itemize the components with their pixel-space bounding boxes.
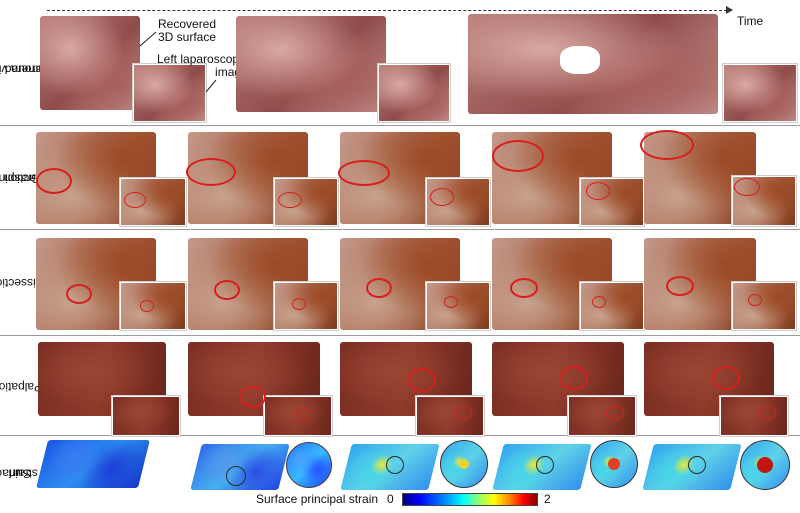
roi-ring [560,366,588,390]
roi-ring [444,296,458,308]
laparoscopic-inset-dissection-5 [732,282,796,330]
laparoscopic-inset-palpation-1 [112,396,180,436]
colorbar [402,493,538,506]
roi-ring [408,368,436,392]
roi-ring [510,278,538,298]
roi-ring [758,406,776,420]
laparoscopic-inset-dissection-2 [274,282,338,330]
laparoscopic-inset-palpation-5 [720,396,788,436]
roi-ring [366,278,392,298]
reconstruction-camera-2 [236,16,386,112]
strain-zoom-3 [440,440,488,488]
laparoscopic-inset-camera-2 [378,64,450,122]
zoom-source-ring [536,456,554,474]
strain-map-1 [36,440,150,488]
roi-ring [454,406,472,420]
roi-ring [124,192,146,208]
roi-ring [214,280,240,300]
roi-ring [186,158,236,186]
laparoscopic-inset-dissection-4 [580,282,644,330]
roi-ring [296,408,312,422]
row-separator [0,435,800,436]
reconstruction-gap [560,46,600,74]
zoom-source-ring [226,466,246,486]
roi-ring [140,300,154,312]
row-separator [0,229,800,230]
recovered-surface-label: Recovered 3D surface [158,17,217,44]
roi-ring [240,386,266,408]
strain-zoom-4 [590,440,638,488]
strain-zoom-2 [286,442,332,488]
row-separator [0,125,800,126]
roi-ring [666,276,694,296]
roi-ring [66,284,92,304]
roi-ring [606,406,624,420]
zoom-source-ring [688,456,706,474]
roi-ring [492,140,544,172]
colorbar-min-label: 0 [387,492,394,506]
laparoscopic-inset-dissection-3 [426,282,490,330]
colorbar-max-label: 2 [544,492,551,506]
roi-ring [734,178,760,196]
roi-ring [36,168,72,194]
roi-ring [292,298,306,310]
roi-ring [640,130,694,160]
laparoscopic-inset-camera-1 [133,64,206,122]
strain-zoom-5 [740,440,790,490]
reconstruction-camera-1 [40,16,140,110]
row-separator [0,335,800,336]
roi-ring [278,192,302,208]
zoom-source-ring [386,456,404,474]
laparoscopic-inset-palpation-4 [568,396,636,436]
time-label: Time [737,14,764,28]
roi-ring [586,182,610,200]
colorbar-label: Surface principal strain [256,492,379,506]
roi-ring [430,188,454,206]
roi-ring [338,160,390,186]
laparoscopic-inset-palpation-3 [416,396,484,436]
roi-ring [712,366,740,390]
laparoscopic-inset-camera-3 [723,64,797,122]
roi-ring [748,294,762,306]
roi-ring [592,296,606,308]
time-arrow [47,6,733,14]
